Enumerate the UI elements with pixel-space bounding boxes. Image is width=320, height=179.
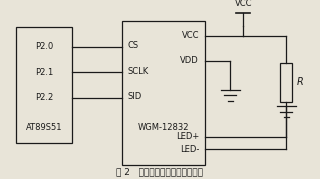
Text: P2.1: P2.1 bbox=[35, 68, 53, 77]
Text: LED-: LED- bbox=[180, 145, 199, 154]
Text: P2.2: P2.2 bbox=[35, 93, 53, 102]
Text: VDD: VDD bbox=[180, 56, 199, 65]
Text: VCC: VCC bbox=[181, 31, 199, 40]
Text: SID: SID bbox=[127, 92, 142, 101]
Text: VCC: VCC bbox=[235, 0, 252, 8]
Text: LED+: LED+ bbox=[176, 132, 199, 141]
Text: WGM-12832: WGM-12832 bbox=[138, 124, 189, 132]
Text: SCLK: SCLK bbox=[127, 67, 148, 76]
Text: P2.0: P2.0 bbox=[35, 42, 53, 51]
Text: AT89S51: AT89S51 bbox=[26, 124, 62, 132]
Bar bbox=[16, 27, 72, 143]
Text: 图 2   单片机和液晶模块接口电路: 图 2 单片机和液晶模块接口电路 bbox=[116, 167, 204, 176]
Bar bbox=[122, 21, 205, 165]
Text: CS: CS bbox=[127, 41, 139, 50]
Text: R: R bbox=[296, 77, 303, 87]
Bar bbox=[280, 63, 292, 102]
